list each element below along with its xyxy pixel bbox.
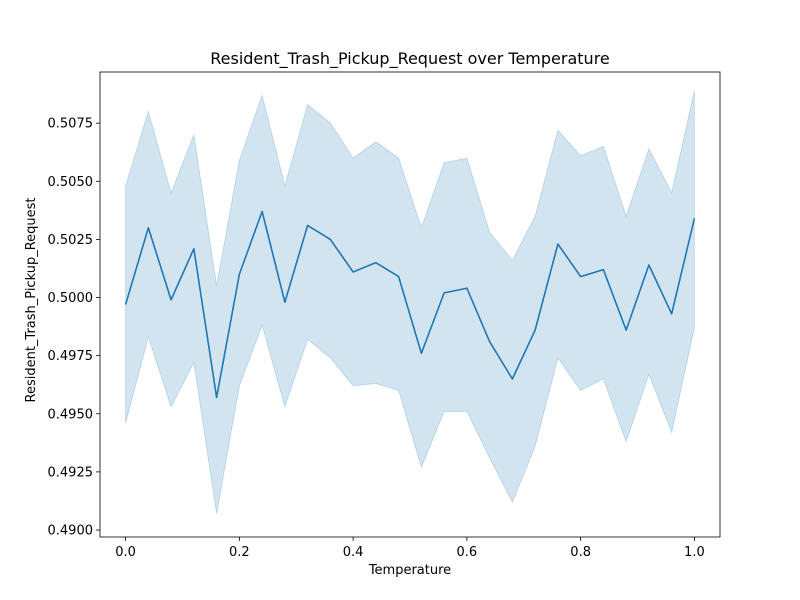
data-point [579,275,582,278]
confidence-band [125,90,695,514]
data-point [420,352,423,355]
data-point [625,329,628,332]
y-tick-label: 0.5025 [48,233,94,248]
x-axis: 0.0 0.2 0.4 0.6 0.8 1.0 [115,537,705,560]
y-tick-label: 0.4925 [48,465,94,480]
y-tick-label: 0.5050 [48,175,94,190]
data-point [147,226,150,229]
plot-area [99,71,721,538]
x-tick-label: 0.6 [457,545,478,560]
data-point [511,377,514,380]
data-point [215,396,218,399]
data-point [283,301,286,304]
y-tick-label: 0.5000 [48,291,94,306]
data-point [170,298,173,301]
data-point [488,340,491,343]
data-point [556,243,559,246]
data-point [374,261,377,264]
data-point [306,224,309,227]
series-line [124,210,696,399]
data-point [261,210,264,213]
data-point [124,303,127,306]
data-point [192,247,195,250]
data-point [397,275,400,278]
y-axis: 0.4900 0.4925 0.4950 0.4975 0.5000 0.5025 0.50… [48,117,100,539]
data-point [534,329,537,332]
chart-title: Resident_Trash_Pickup_Request over Tempe… [210,49,610,69]
x-tick-label: 1.0 [684,545,705,560]
data-point [647,263,650,266]
y-tick-label: 0.5075 [48,117,94,132]
data-point [443,291,446,294]
data-point [602,268,605,271]
y-tick-label: 0.4900 [48,524,94,539]
x-tick-label: 0.0 [115,545,136,560]
y-tick-label: 0.4950 [48,407,94,422]
x-tick-label: 0.8 [570,545,591,560]
data-point [465,287,468,290]
x-tick-label: 0.4 [343,545,364,560]
plot-frame [99,71,721,538]
data-point [352,270,355,273]
data-point [329,238,332,241]
y-tick-label: 0.4975 [48,349,94,364]
x-axis-label: Temperature [368,563,451,578]
data-point [670,312,673,315]
data-point [238,273,241,276]
y-axis-label: Resident_Trash_Pickup_Request [24,197,39,402]
data-point [693,217,696,220]
x-tick-label: 0.2 [229,545,250,560]
